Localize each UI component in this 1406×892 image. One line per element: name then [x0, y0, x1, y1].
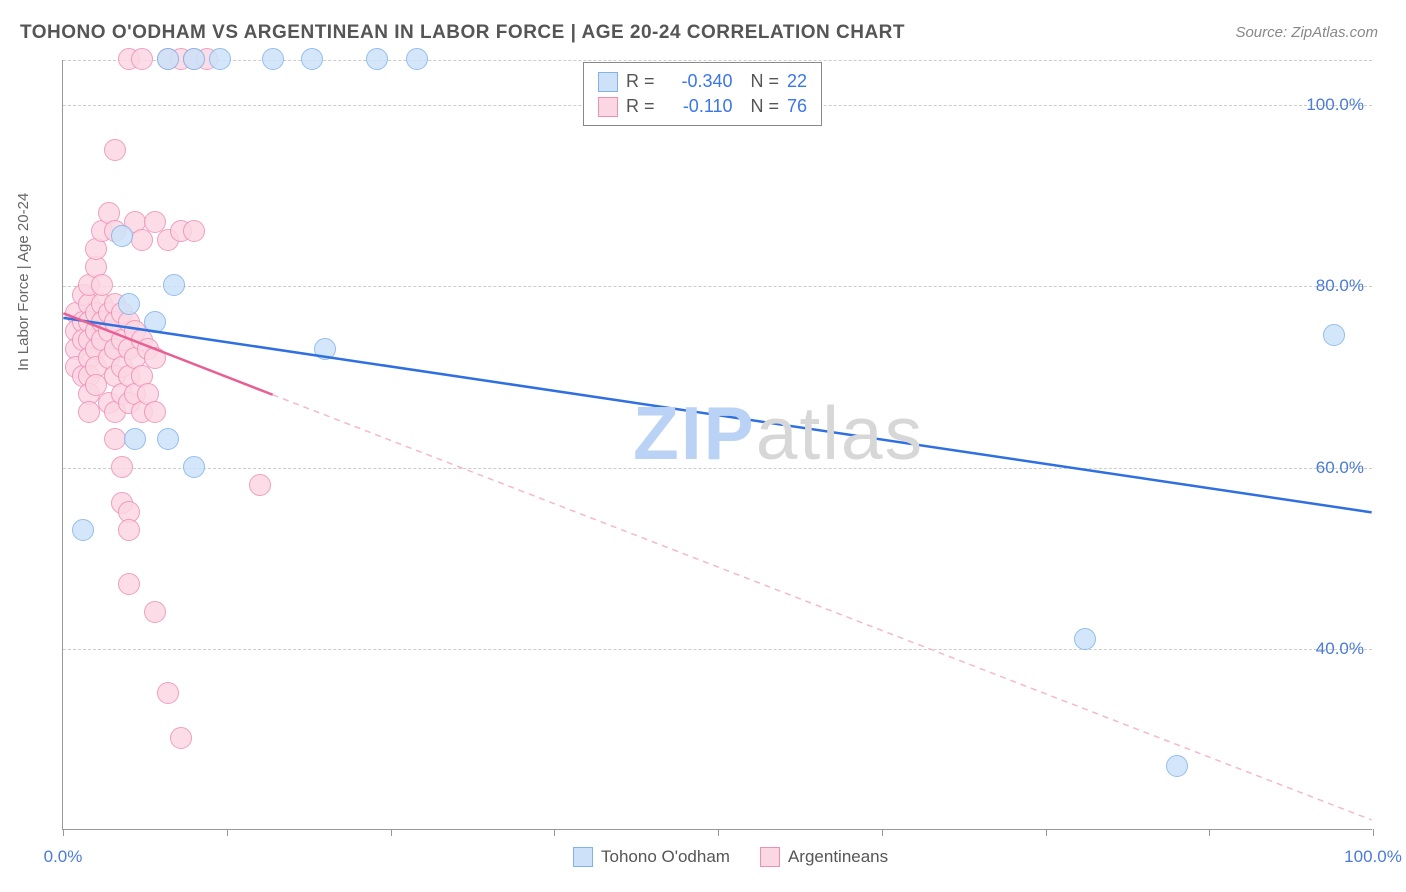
y-tick-label: 40.0% [1316, 639, 1364, 659]
scatter-point [118, 573, 140, 595]
scatter-point [183, 48, 205, 70]
scatter-point [144, 601, 166, 623]
scatter-point [1323, 324, 1345, 346]
plot-area: ZIPatlas R =-0.340N =22R =-0.110N =76 To… [62, 60, 1372, 830]
x-tick [718, 829, 719, 836]
scatter-point [301, 48, 323, 70]
scatter-point [118, 519, 140, 541]
scatter-point [157, 682, 179, 704]
legend-stats-box: R =-0.340N =22R =-0.110N =76 [583, 62, 822, 126]
legend-stat-row: R =-0.340N =22 [598, 69, 807, 94]
scatter-point [131, 229, 153, 251]
source-label: Source: ZipAtlas.com [1235, 24, 1378, 41]
scatter-point [209, 48, 231, 70]
gridline-h [63, 649, 1372, 650]
scatter-point [144, 401, 166, 423]
watermark: ZIPatlas [633, 390, 924, 476]
scatter-point [249, 474, 271, 496]
scatter-point [183, 456, 205, 478]
scatter-point [118, 293, 140, 315]
legend-stat-row: R =-0.110N =76 [598, 94, 807, 119]
scatter-point [1166, 755, 1188, 777]
scatter-point [1074, 628, 1096, 650]
x-tick [882, 829, 883, 836]
scatter-point [72, 519, 94, 541]
x-tick-label: 100.0% [1344, 847, 1402, 867]
legend-bottom: Tohono O'odham Argentineans [573, 847, 888, 867]
scatter-point [124, 428, 146, 450]
y-axis-label: In Labor Force | Age 20-24 [15, 193, 32, 371]
gridline-h [63, 60, 1372, 61]
legend-item: Tohono O'odham [573, 847, 730, 867]
chart-container: In Labor Force | Age 20-24 ZIPatlas R =-… [20, 60, 1386, 870]
scatter-point [104, 139, 126, 161]
scatter-point [183, 220, 205, 242]
x-tick [391, 829, 392, 836]
scatter-point [262, 48, 284, 70]
gridline-h [63, 286, 1372, 287]
gridline-h [63, 468, 1372, 469]
x-tick [554, 829, 555, 836]
x-tick [1209, 829, 1210, 836]
x-tick-label: 0.0% [44, 847, 83, 867]
y-tick-label: 80.0% [1316, 276, 1364, 296]
scatter-point [78, 401, 100, 423]
chart-title: TOHONO O'ODHAM VS ARGENTINEAN IN LABOR F… [20, 22, 905, 44]
legend-item: Argentineans [760, 847, 888, 867]
scatter-point [111, 456, 133, 478]
scatter-point [406, 48, 428, 70]
scatter-point [157, 48, 179, 70]
scatter-point [111, 225, 133, 247]
scatter-point [314, 338, 336, 360]
y-tick-label: 60.0% [1316, 458, 1364, 478]
x-tick [1046, 829, 1047, 836]
scatter-point [131, 48, 153, 70]
scatter-point [163, 274, 185, 296]
x-tick [63, 829, 64, 836]
x-tick [1373, 829, 1374, 836]
y-tick-label: 100.0% [1306, 95, 1364, 115]
scatter-point [144, 347, 166, 369]
scatter-point [157, 428, 179, 450]
scatter-point [144, 311, 166, 333]
scatter-point [170, 727, 192, 749]
scatter-point [366, 48, 388, 70]
x-tick [227, 829, 228, 836]
